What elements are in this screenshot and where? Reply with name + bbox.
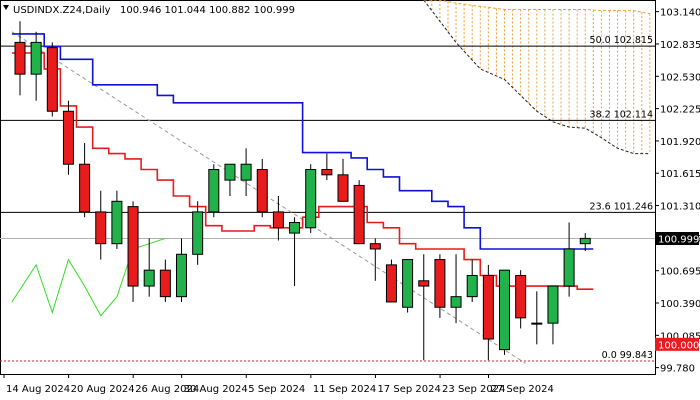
bearish-candle [14, 41, 26, 75]
bullish-candle [402, 259, 414, 308]
time-tick-label: 17 Sep 2024 [377, 384, 440, 395]
fib-level-label: 38.2 102.114 [590, 109, 653, 120]
bearish-candle [337, 174, 349, 202]
bullish-candle [450, 296, 462, 308]
time-tick-label: 23 Sep 2024 [442, 384, 505, 395]
bearish-candle [385, 264, 397, 303]
bullish-candle [208, 169, 220, 213]
price-tick-label: 99.780 [660, 364, 695, 375]
bullish-candle [547, 285, 559, 324]
senkou-span-a-line [423, 0, 650, 155]
bearish-candle [256, 169, 268, 213]
bullish-candle [579, 237, 591, 245]
indicator-lines [11, 33, 594, 317]
bullish-candle [289, 221, 301, 234]
chikou-span-line [11, 237, 166, 317]
kijun-sen-line [11, 33, 594, 250]
time-tick-label: 11 Sep 2024 [313, 384, 376, 395]
price-tick-label: 102.530 [660, 72, 700, 83]
bullish-candle [305, 169, 317, 229]
bearish-candle [434, 259, 446, 308]
fib-level-label: 0.0 99.843 [602, 350, 653, 361]
bearish-candle [418, 280, 430, 287]
time-tick-label: 27 Sep 2024 [491, 384, 554, 395]
symbol-label: USDINDX.Z24,Daily [13, 5, 111, 16]
bearish-candle [159, 269, 171, 298]
price-tick-label: 103.140 [660, 8, 700, 19]
tenkan-sen-line [11, 52, 594, 290]
fib-level-label: 23.6 101.246 [590, 201, 653, 212]
price-tick-label: 100.085 [660, 331, 700, 342]
dashed-trend-line [11, 31, 526, 364]
bullish-candle [531, 322, 543, 325]
price-tick-label: 101.920 [660, 137, 700, 148]
bearish-candle [515, 274, 527, 319]
bullish-candle [111, 200, 123, 245]
price-tick-label: 101.310 [660, 202, 700, 213]
time-tick-label: 14 Aug 2024 [6, 384, 70, 395]
time-tick-label: 30 Aug 2024 [184, 384, 248, 395]
price-tick-label: 101.615 [660, 169, 700, 180]
bullish-candle [143, 269, 155, 287]
support-price-tag-bg [655, 337, 699, 351]
price-tick-label: 100.695 [660, 267, 700, 278]
dropdown-triangle-icon[interactable] [3, 5, 9, 10]
price-tick-label: 102.225 [660, 105, 700, 116]
chart-header: USDINDX.Z24,Daily 100.946 101.044 100.88… [3, 5, 295, 16]
bullish-candle [240, 163, 252, 181]
bullish-candle [176, 253, 187, 298]
bullish-candle [192, 211, 204, 255]
bearish-candle [353, 184, 365, 245]
fibonacci-levels: 50.0 102.815 38.2 102.114 23.6 101.246 0.0 … [0, 35, 655, 362]
bearish-candle [482, 274, 494, 340]
current-price-tag-label: 100.999 [658, 234, 699, 245]
bullish-candle [499, 269, 510, 351]
bullish-candle [224, 163, 236, 181]
ichimoku-cloud [423, 0, 651, 155]
bearish-candle [369, 243, 381, 250]
bearish-candle [95, 211, 107, 245]
fib-level-label: 50.0 102.815 [590, 35, 653, 46]
bearish-candle [79, 163, 91, 213]
support-price-tag-label: 100.000 [658, 340, 699, 351]
current-price-tag-bg [655, 231, 699, 245]
candlesticks [14, 21, 591, 361]
trend-lines [11, 31, 526, 364]
bullish-candle [466, 274, 478, 298]
time-tick-label: 20 Aug 2024 [71, 384, 135, 395]
bullish-candle [30, 41, 42, 75]
bearish-candle [321, 169, 333, 176]
bearish-candle [127, 206, 139, 287]
bearish-candle [272, 211, 284, 229]
senkou-span-b-line [423, 0, 650, 15]
bearish-candle [62, 110, 74, 165]
bullish-candle [563, 248, 575, 287]
plot-frame [0, 0, 656, 375]
time-tick-label: 26 Aug 2024 [135, 384, 199, 395]
time-tick-label: 5 Sep 2024 [248, 384, 305, 395]
price-tick-label: 100.390 [660, 299, 700, 310]
axes: 103.140 102.835 102.530 102.225 101.920 101.6… [3, 8, 700, 395]
price-tick-label: 102.835 [660, 40, 700, 51]
ohlc-readout: 100.946 101.044 100.882 100.999 [120, 5, 295, 16]
bearish-candle [46, 47, 58, 112]
